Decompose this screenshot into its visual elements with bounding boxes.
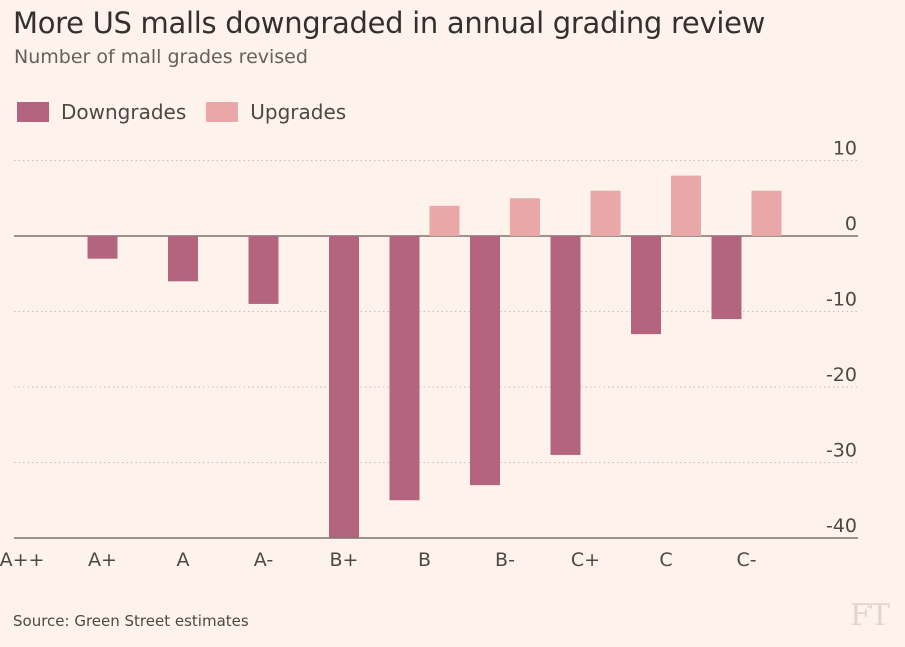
source-note: Source: Green Street estimates xyxy=(13,612,249,630)
bar-downgrades xyxy=(711,236,742,320)
x-tick-label: B- xyxy=(495,549,515,571)
bar-upgrades xyxy=(510,198,540,236)
bar-downgrades xyxy=(329,236,359,538)
x-tick-label: C+ xyxy=(571,549,600,571)
bar-upgrades xyxy=(751,190,782,236)
chart-title: More US malls downgraded in annual gradi… xyxy=(13,6,766,40)
y-tick-label: -10 xyxy=(826,289,857,311)
y-tick-label: 10 xyxy=(833,138,857,160)
y-tick-label: 0 xyxy=(845,213,857,235)
legend-label-upgrades: Upgrades xyxy=(250,100,347,124)
bar-downgrades xyxy=(550,236,581,455)
legend-item-upgrades: Upgrades xyxy=(206,100,346,124)
x-tick-label: B+ xyxy=(330,549,359,571)
chart-subtitle: Number of mall grades revised xyxy=(14,46,308,68)
y-tick-label: -40 xyxy=(826,515,857,537)
x-tick-label: A xyxy=(177,549,190,571)
bar-downgrades xyxy=(87,236,118,259)
bar-downgrades xyxy=(389,236,420,501)
x-tick-label: A- xyxy=(254,549,273,571)
legend: Downgrades Upgrades xyxy=(17,100,366,124)
ft-logo: FT xyxy=(850,598,890,633)
x-tick-label: A++ xyxy=(0,549,44,571)
legend-label-downgrades: Downgrades xyxy=(61,100,187,124)
legend-swatch-downgrades xyxy=(17,102,49,122)
x-tick-label: C xyxy=(659,549,672,571)
bar-upgrades xyxy=(671,175,701,236)
x-tick-label: B xyxy=(418,549,431,571)
bar-downgrades xyxy=(248,236,279,304)
y-tick-label: -20 xyxy=(826,364,857,386)
bar-upgrades xyxy=(590,190,621,236)
bar-upgrades xyxy=(429,205,460,236)
x-tick-label: A+ xyxy=(88,549,117,571)
bar-downgrades xyxy=(168,236,198,282)
x-tick-label: C- xyxy=(736,549,756,571)
bar-downgrades xyxy=(470,236,500,486)
bar-downgrades xyxy=(631,236,661,335)
y-tick-label: -30 xyxy=(826,440,857,462)
legend-swatch-upgrades xyxy=(206,102,239,122)
legend-item-downgrades: Downgrades xyxy=(17,100,186,124)
